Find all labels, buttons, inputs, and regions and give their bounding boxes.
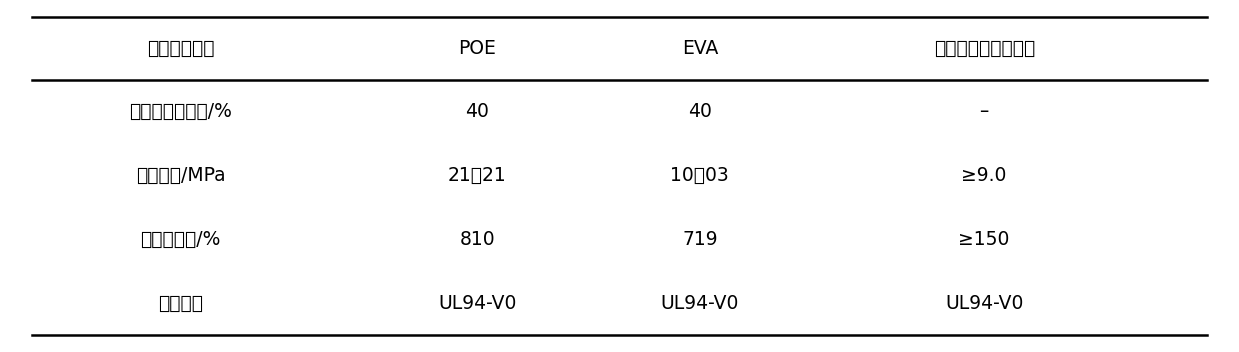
Text: 21．21: 21．21	[449, 166, 507, 185]
Text: 40: 40	[688, 102, 711, 121]
Text: UL94-V0: UL94-V0	[439, 294, 517, 313]
Text: POE: POE	[458, 39, 497, 58]
Text: 40: 40	[466, 102, 489, 121]
Text: 10．03: 10．03	[670, 166, 730, 185]
Text: –: –	[980, 102, 989, 121]
Text: 阻燃级别: 阻燃级别	[159, 294, 203, 313]
Text: ≥150: ≥150	[959, 230, 1010, 249]
Text: 试样改性粉含量/%: 试样改性粉含量/%	[129, 102, 232, 121]
Text: 719: 719	[681, 230, 717, 249]
Text: 无卤阻燃电缆料标准: 无卤阻燃电缆料标准	[933, 39, 1035, 58]
Text: UL94-V0: UL94-V0	[945, 294, 1023, 313]
Text: 塑料基体种类: 塑料基体种类	[147, 39, 214, 58]
Text: EVA: EVA	[681, 39, 719, 58]
Text: 810: 810	[460, 230, 496, 249]
Text: 断裂伸长率/%: 断裂伸长率/%	[140, 230, 221, 249]
Text: UL94-V0: UL94-V0	[660, 294, 738, 313]
Text: ≥9.0: ≥9.0	[961, 166, 1007, 185]
Text: 拉伸强度/MPa: 拉伸强度/MPa	[136, 166, 225, 185]
